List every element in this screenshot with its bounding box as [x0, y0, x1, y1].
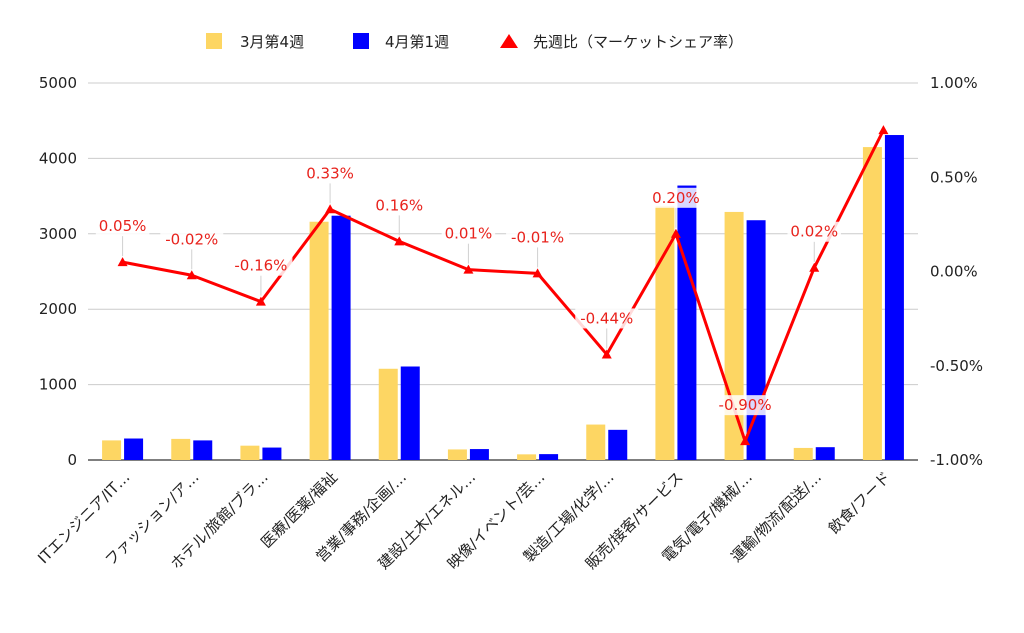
change-point-marker [186, 270, 197, 280]
change-point-marker [601, 349, 612, 359]
right-axis-ticks: -1.00% -0.50% 0.00% 0.50% 1.00% [930, 74, 983, 469]
bar-april-week1 [608, 429, 628, 460]
bar-april-week1 [815, 447, 835, 460]
category-label: 飲食/フード [825, 468, 894, 537]
right-tick-label: 0.50% [930, 168, 978, 186]
data-label-bg [95, 216, 150, 237]
bar-march-week4 [378, 368, 398, 460]
bar-march-week4 [517, 454, 537, 460]
left-tick-label: 3000 [39, 225, 77, 243]
legend-label-weekly-change: 先週比（マーケットシェア率） [533, 33, 743, 51]
legend-swatch-march-week4 [206, 33, 222, 49]
data-label-bg [303, 163, 357, 184]
change-point-marker [878, 125, 889, 135]
bar-april-week1 [193, 440, 213, 460]
left-tick-label: 1000 [39, 376, 77, 394]
bar-april-week1 [400, 366, 420, 460]
data-label: 0.01% [445, 225, 493, 243]
legend-label-april-week1: 4月第1週 [385, 33, 449, 51]
legend[interactable]: 3月第4週 4月第1週 先週比（マーケットシェア率） [206, 33, 743, 51]
bar-april-week1 [262, 447, 282, 460]
legend-triangle-marker [500, 34, 518, 48]
bar-april-week1 [124, 438, 144, 460]
legend-swatch-april-week1 [353, 33, 369, 49]
data-label: -0.16% [234, 257, 287, 275]
change-line [122, 129, 885, 443]
bar-april-week1 [884, 135, 904, 460]
bar-march-week4 [447, 449, 467, 460]
left-tick-label: 5000 [39, 74, 77, 92]
data-labels: 0.05% -0.02% -0.16% 0.33% 0.16% 0.01% -0.01% -0… [95, 163, 841, 436]
right-tick-label: 0.00% [930, 263, 978, 281]
data-label-bg [575, 308, 639, 329]
change-point-marker [670, 228, 681, 238]
change-point-marker [117, 257, 128, 267]
bar-march-week4 [171, 438, 191, 460]
data-label: -0.01% [511, 228, 564, 246]
change-point-marker [532, 268, 543, 278]
change-point-marker [740, 436, 751, 446]
bar-march-week4 [862, 147, 882, 460]
gridlines [88, 82, 918, 461]
bar-april-week1 [469, 449, 489, 460]
data-label: 0.20% [652, 189, 700, 207]
data-label-bg [649, 187, 703, 208]
bar-march-week4 [240, 445, 260, 460]
data-label-bg [372, 195, 426, 216]
change-point-marker [255, 296, 266, 306]
data-label: -0.90% [719, 396, 772, 414]
data-label-bg [787, 221, 841, 242]
bar-march-week4 [309, 221, 329, 460]
left-axis-ticks: 0 1000 2000 3000 4000 5000 [39, 74, 77, 469]
change-point-marker [325, 204, 336, 214]
left-tick-label: 2000 [39, 300, 77, 318]
data-label: 0.16% [375, 196, 423, 214]
data-label-bg [160, 229, 224, 250]
data-label: -0.02% [165, 230, 218, 248]
data-label: 0.33% [306, 164, 354, 182]
bar-series [102, 135, 904, 460]
bar-march-week4 [724, 211, 744, 460]
left-tick-label: 4000 [39, 149, 77, 167]
left-tick-label: 0 [67, 451, 77, 469]
bar-march-week4 [102, 440, 122, 460]
bar-april-week1 [539, 454, 559, 460]
category-labels: ITエンジニア/IT…ファッション/ア…ホテル/旅館/ブラ…医療/医薬/福祉営業… [34, 468, 894, 573]
data-label: 0.02% [790, 223, 838, 241]
change-point-marker [394, 236, 405, 246]
legend-label-march-week4: 3月第4週 [240, 33, 304, 51]
change-point-marker [809, 262, 820, 272]
bar-april-week1 [746, 220, 766, 460]
right-tick-label: 1.00% [930, 74, 978, 92]
data-label-bg [713, 395, 777, 416]
right-tick-label: -1.00% [930, 451, 983, 469]
data-label-bg [506, 227, 570, 248]
data-label-bg [229, 255, 293, 276]
bar-march-week4 [655, 205, 675, 460]
data-label-bg [441, 223, 496, 244]
bar-april-week1 [677, 185, 697, 460]
right-tick-label: -0.50% [930, 357, 983, 375]
change-point-marker [463, 264, 474, 274]
bar-march-week4 [793, 447, 813, 460]
data-label: -0.44% [580, 309, 633, 327]
bar-march-week4 [586, 424, 606, 460]
bar-april-week1 [331, 215, 351, 460]
data-label: 0.05% [99, 217, 147, 235]
